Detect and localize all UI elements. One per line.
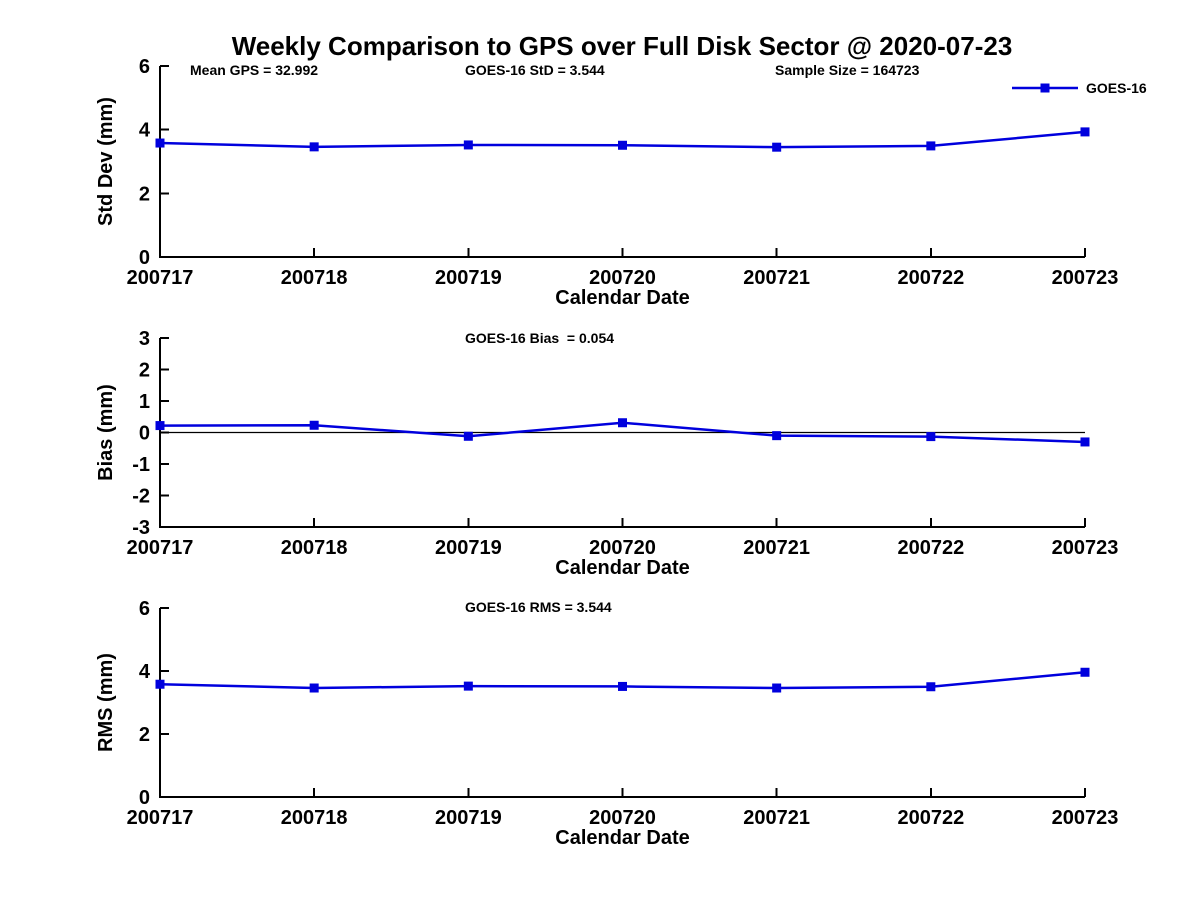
data-point-marker — [155, 421, 165, 431]
x-tick-label: 200719 — [435, 807, 502, 829]
y-tick-label: 2 — [139, 183, 150, 205]
data-point-marker — [309, 142, 319, 152]
x-tick-label: 200718 — [281, 267, 348, 289]
x-tick-label: 200722 — [897, 537, 964, 559]
data-point-marker — [155, 138, 165, 148]
x-tick-label: 200721 — [743, 537, 810, 559]
y-axis-title: Bias (mm) — [95, 384, 117, 481]
data-point-marker — [1080, 667, 1090, 677]
y-tick-label: -3 — [132, 517, 150, 539]
y-tick-label: 4 — [139, 661, 151, 683]
y-tick-label: 3 — [139, 328, 150, 350]
y-tick-label: 1 — [139, 391, 150, 413]
x-tick-label: 200719 — [435, 537, 502, 559]
data-point-marker — [772, 683, 782, 693]
y-tick-label: 2 — [139, 724, 150, 746]
data-point-marker — [772, 431, 782, 441]
data-point-marker — [926, 432, 936, 442]
plot-annotation: Sample Size = 164723 — [775, 62, 920, 78]
x-tick-label: 200722 — [897, 807, 964, 829]
plot-annotation: Mean GPS = 32.992 — [190, 62, 318, 78]
data-point-marker — [618, 140, 627, 150]
x-tick-label: 200720 — [589, 807, 656, 829]
data-point-marker — [926, 682, 936, 692]
x-tick-label: 200723 — [1052, 537, 1119, 559]
y-tick-label: 2 — [139, 360, 150, 382]
axis-lines — [159, 608, 1085, 798]
y-tick-label: 6 — [139, 56, 150, 78]
data-point-marker — [618, 681, 627, 691]
x-tick-label: 200717 — [127, 537, 194, 559]
data-point-marker — [309, 420, 319, 430]
figure-title: Weekly Comparison to GPS over Full Disk … — [231, 31, 1013, 61]
plot-annotation: GOES-16 StD = 3.544 — [465, 62, 605, 78]
y-tick-label: -1 — [132, 454, 150, 476]
data-point-marker — [463, 431, 473, 441]
data-point-marker — [463, 681, 473, 691]
y-axis-title: RMS (mm) — [95, 653, 117, 752]
data-point-marker — [1080, 127, 1090, 137]
data-point-marker — [155, 679, 165, 689]
data-point-marker — [772, 142, 782, 152]
y-tick-label: 0 — [139, 423, 150, 445]
x-tick-label: 200718 — [281, 537, 348, 559]
x-tick-label: 200718 — [281, 807, 348, 829]
x-axis-title: Calendar Date — [555, 287, 690, 309]
axis-lines — [159, 66, 1085, 258]
data-point-marker — [1080, 437, 1090, 447]
x-axis-title: Calendar Date — [555, 557, 690, 579]
data-point-marker — [463, 140, 473, 150]
legend-label: GOES-16 — [1086, 80, 1147, 96]
data-point-marker — [926, 141, 936, 151]
y-axis-title: Std Dev (mm) — [95, 97, 117, 226]
y-tick-label: 0 — [139, 247, 150, 269]
plot-annotation: GOES-16 Bias = 0.054 — [465, 330, 614, 346]
x-tick-label: 200717 — [127, 807, 194, 829]
x-tick-label: 200720 — [589, 537, 656, 559]
legend-marker — [1040, 83, 1050, 93]
x-tick-label: 200719 — [435, 267, 502, 289]
y-tick-label: -2 — [132, 486, 150, 508]
x-tick-label: 200720 — [589, 267, 656, 289]
data-point-marker — [618, 418, 627, 428]
data-point-marker — [309, 683, 319, 693]
x-axis-title: Calendar Date — [555, 827, 690, 849]
y-tick-label: 4 — [139, 120, 151, 142]
y-tick-label: 0 — [139, 787, 150, 809]
x-tick-label: 200723 — [1052, 267, 1119, 289]
plot-annotation: GOES-16 RMS = 3.544 — [465, 599, 612, 615]
y-tick-label: 6 — [139, 598, 150, 620]
x-tick-label: 200721 — [743, 807, 810, 829]
x-tick-label: 200723 — [1052, 807, 1119, 829]
x-tick-label: 200722 — [897, 267, 964, 289]
x-tick-label: 200717 — [127, 267, 194, 289]
x-tick-label: 200721 — [743, 267, 810, 289]
